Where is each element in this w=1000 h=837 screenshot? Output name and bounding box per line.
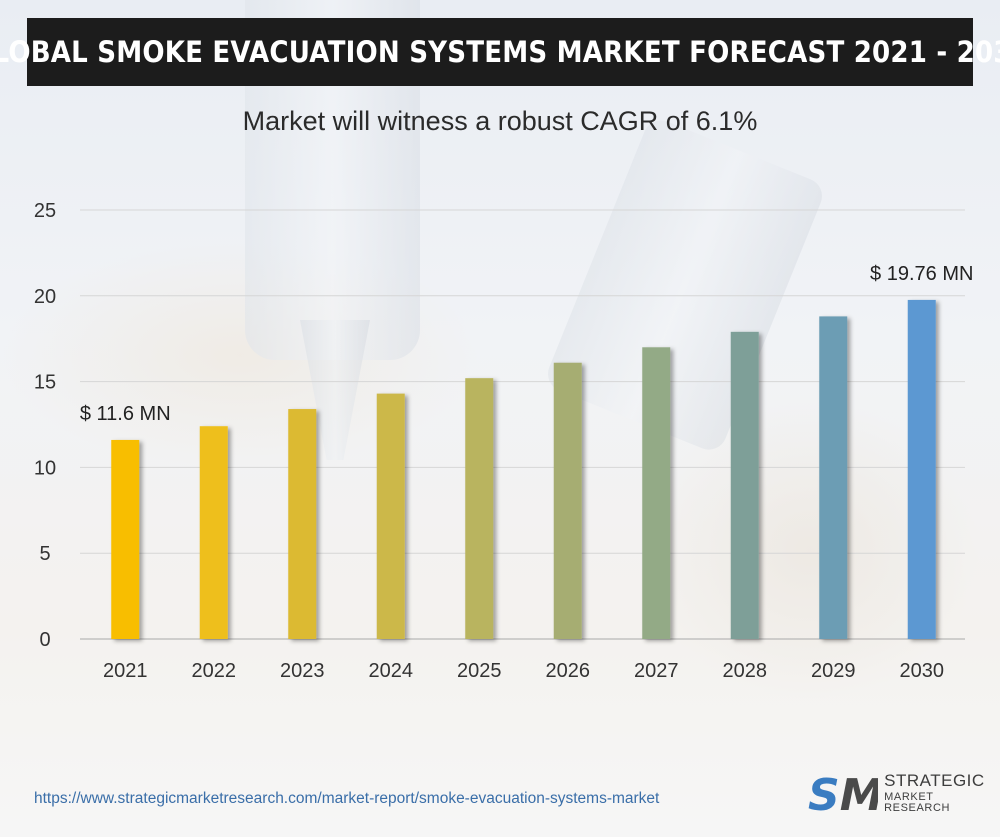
x-tick-label: 2030 [900, 660, 945, 682]
source-url-link[interactable]: https://www.strategicmarketresearch.com/… [34, 790, 660, 807]
bar-2024 [376, 393, 405, 639]
bar-2030 [907, 299, 936, 639]
y-axis: 0 5 10 15 20 25 [34, 200, 56, 651]
bar-2023 [288, 409, 317, 639]
x-tick-label: 2024 [369, 660, 414, 682]
x-tick-label: 2021 [103, 660, 148, 682]
x-tick-label: 2026 [546, 660, 591, 682]
bar-2025 [465, 378, 494, 639]
data-label-2030: $ 19.76 MN [870, 263, 973, 285]
y-tick-label: 25 [34, 200, 56, 222]
logo-subtitle: MARKET RESEARCH [884, 791, 951, 814]
data-labels: $ 11.6 MN $ 19.76 MN [80, 263, 974, 425]
x-tick-label: 2023 [280, 660, 325, 682]
bar-2022 [199, 426, 228, 639]
title-bar: GLOBAL SMOKE EVACUATION SYSTEMS MARKET F… [0, 18, 1000, 86]
x-tick-label: 2027 [634, 660, 679, 682]
x-tick-label: 2029 [811, 660, 856, 682]
bar-2029 [819, 316, 848, 639]
data-label-2021: $ 11.6 MN [80, 403, 171, 425]
company-logo: SM STRATEGIC MARKET RESEARCH [806, 770, 1000, 816]
x-tick-label: 2022 [192, 660, 237, 682]
y-tick-label: 5 [39, 543, 50, 565]
chart-title: GLOBAL SMOKE EVACUATION SYSTEMS MARKET F… [0, 35, 1000, 69]
logo-letters: SM [808, 770, 878, 816]
y-tick-label: 0 [39, 629, 50, 651]
x-tick-label: 2028 [723, 660, 768, 682]
logo-name: STRATEGIC [884, 771, 985, 790]
y-tick-label: 20 [34, 286, 56, 308]
x-tick-label: 2025 [457, 660, 502, 682]
x-axis: 2021 2022 2023 2024 2025 2026 2027 2028 2029 2030 [103, 660, 944, 682]
bar-2021 [111, 439, 140, 639]
bar-2028 [730, 331, 759, 639]
sm-logo-icon: SM [808, 770, 878, 816]
chart-subtitle: Market will witness a robust CAGR of 6.1… [242, 106, 758, 136]
bar-2026 [553, 362, 582, 639]
bars [111, 299, 936, 639]
y-tick-label: 10 [34, 457, 56, 479]
bar-2027 [642, 347, 671, 639]
y-tick-label: 15 [34, 372, 56, 394]
